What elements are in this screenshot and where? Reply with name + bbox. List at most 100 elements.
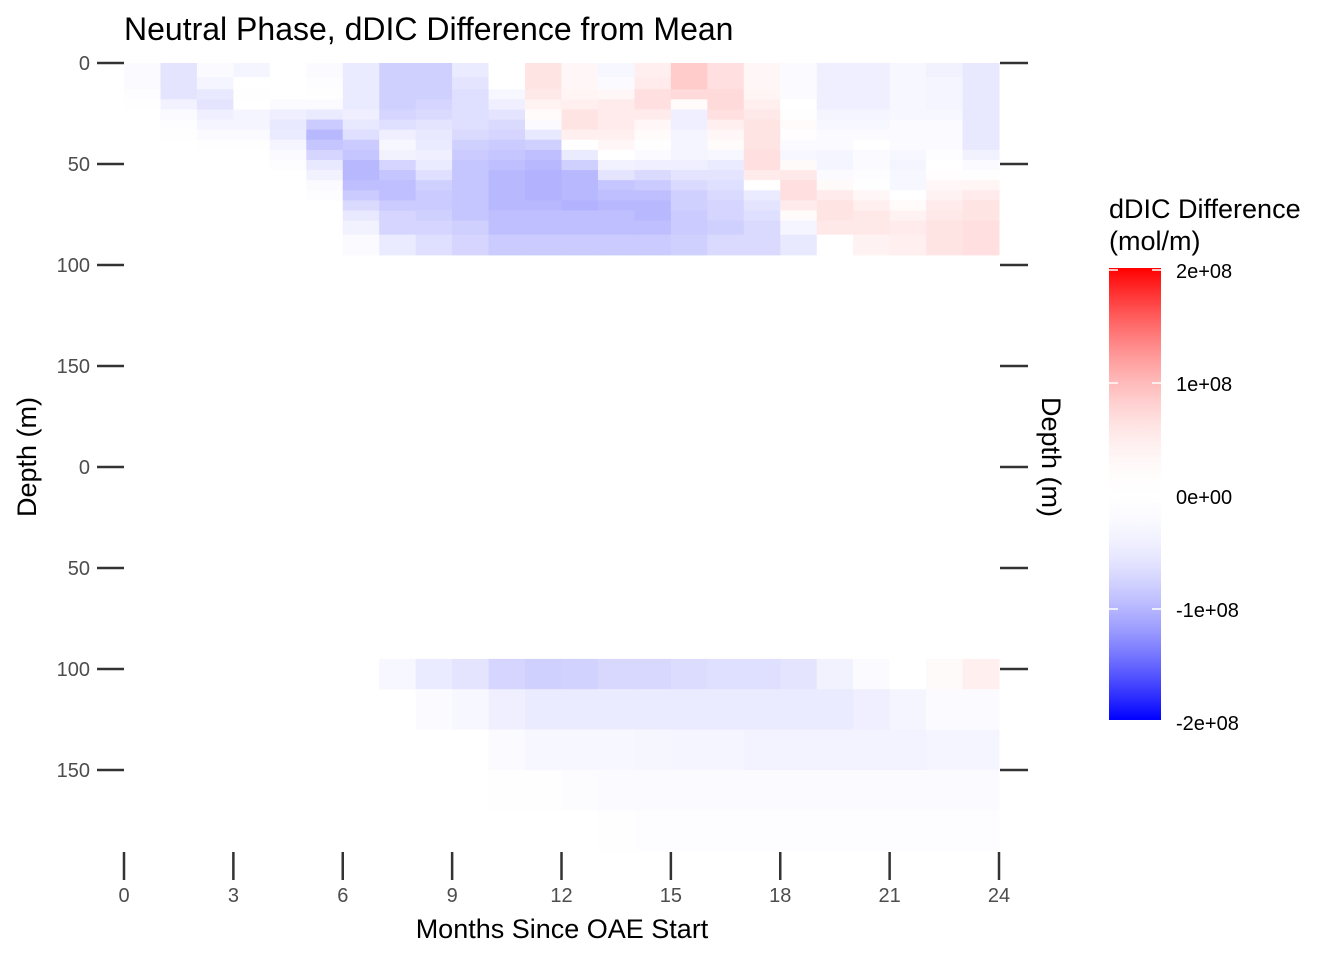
heatmap-cell — [269, 170, 307, 181]
heatmap-cell — [743, 729, 781, 771]
heatmap-cell — [816, 119, 854, 131]
heatmap-cell — [670, 149, 708, 161]
heatmap-cell — [196, 139, 234, 151]
heatmap-cell — [780, 210, 818, 222]
heatmap-cell — [853, 729, 891, 771]
heatmap-cell — [342, 220, 380, 236]
heatmap-cell — [743, 689, 781, 731]
heatmap-cell — [670, 200, 708, 211]
y-tick-label: 50 — [68, 558, 90, 580]
heatmap-cell — [670, 729, 708, 771]
heatmap-cell — [634, 200, 672, 211]
heatmap-cell — [889, 63, 927, 78]
heatmap-cell — [816, 200, 854, 211]
heatmap-cell — [561, 77, 599, 90]
heatmap-cell — [160, 139, 198, 151]
heatmap-cell — [415, 170, 453, 181]
heatmap-cell — [926, 729, 964, 771]
heatmap-cell — [306, 234, 344, 256]
heatmap-cell — [634, 220, 672, 236]
heatmap-cell — [124, 149, 161, 161]
heatmap-cell — [816, 89, 854, 100]
heatmap-cell — [634, 689, 672, 731]
x-tick-label: 24 — [988, 885, 1010, 907]
y-tick-label: 100 — [57, 659, 90, 681]
heatmap-cell — [743, 77, 781, 90]
legend-label: 2e+08 — [1176, 261, 1232, 283]
heatmap-cell — [962, 63, 1000, 78]
heatmap-cell — [124, 77, 161, 90]
heatmap-cell — [269, 234, 307, 256]
heatmap-cell — [889, 109, 927, 121]
heatmap-cell — [342, 149, 380, 161]
heatmap-cell — [597, 139, 635, 151]
heatmap-cell — [160, 99, 198, 110]
heatmap-cell — [707, 689, 745, 731]
heatmap-cell — [707, 109, 745, 121]
heatmap-cell — [306, 149, 344, 161]
heatmap-cell — [452, 109, 490, 121]
heatmap-cell — [962, 77, 1000, 90]
x-tick-label: 9 — [447, 885, 458, 907]
legend-title-line2: (mol/m) — [1109, 226, 1200, 256]
heatmap-cell — [525, 63, 562, 78]
heatmap-cell — [780, 109, 818, 121]
heatmap-cell — [342, 159, 380, 171]
heatmap-cell — [962, 220, 1000, 236]
heatmap-cell — [853, 119, 891, 131]
heatmap-cell — [415, 210, 453, 222]
heatmap-cell — [597, 89, 635, 100]
x-tick-label: 18 — [769, 885, 791, 907]
heatmap-cell — [889, 729, 927, 771]
heatmap-cell — [962, 129, 1000, 141]
heatmap-cell — [342, 234, 380, 256]
heatmap-cell — [488, 77, 526, 90]
heatmap-cell — [233, 180, 271, 191]
heatmap-cell — [233, 210, 271, 222]
heatmap-cell — [196, 77, 234, 90]
heatmap-cell — [853, 234, 891, 256]
heatmap-cell — [707, 119, 745, 131]
heatmap-cell — [342, 109, 380, 121]
heatmap-cell — [962, 729, 1000, 771]
heatmap-cell — [379, 210, 417, 222]
heatmap-cell — [816, 689, 854, 731]
heatmap-cell — [269, 63, 307, 78]
heatmap-cell — [707, 200, 745, 211]
heatmap-cell — [488, 99, 526, 110]
axes: 0 50 100 150 0 50 100 150 0 3 6 9 12 15 18 21 24 — [57, 53, 1028, 907]
legend-title-line1: dDIC Difference — [1109, 194, 1301, 224]
heatmap-cell — [124, 180, 161, 191]
heatmap-cell — [525, 200, 562, 211]
heatmap-cell — [780, 220, 818, 236]
heatmap-cell — [415, 220, 453, 236]
heatmap-cell — [634, 234, 672, 256]
heatmap-cell — [196, 149, 234, 161]
heatmap-cell — [670, 77, 708, 90]
heatmap-cell — [743, 770, 781, 811]
heatmap-cell — [889, 200, 927, 211]
heatmap-cell — [926, 99, 964, 110]
heatmap-cell — [670, 234, 708, 256]
heatmap-cell — [525, 210, 562, 222]
heatmap-cell — [160, 170, 198, 181]
heatmap-cell — [780, 234, 818, 256]
heatmap-cell — [525, 149, 562, 161]
heatmap-cell — [634, 77, 672, 90]
heatmap-cell — [342, 89, 380, 100]
heatmap-cell — [561, 810, 599, 852]
heatmap-cell — [525, 729, 562, 771]
heatmap-cell — [780, 170, 818, 181]
heatmap-cell — [853, 159, 891, 171]
heatmap-cell — [853, 210, 891, 222]
heatmap-cell — [342, 200, 380, 211]
heatmap-cell — [196, 129, 234, 141]
heatmap-cell — [160, 200, 198, 211]
heatmap-cell — [233, 149, 271, 161]
heatmap-cell — [525, 234, 562, 256]
heatmap-cell — [707, 77, 745, 90]
heatmap-cell — [962, 234, 1000, 256]
heatmap-cell — [233, 99, 271, 110]
heatmap-cell — [597, 689, 635, 731]
heatmap-cell — [889, 658, 927, 690]
